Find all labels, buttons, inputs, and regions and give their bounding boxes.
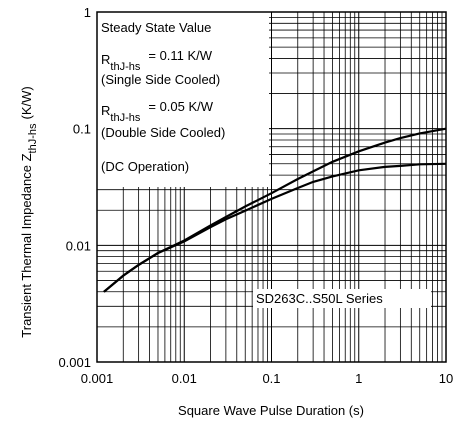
x-tick-label: 0.001 — [81, 371, 114, 386]
series-label-background — [253, 289, 431, 308]
x-tick-label: 0.01 — [172, 371, 197, 386]
single-side-label: (Single Side Cooled) — [101, 72, 220, 87]
r-thjhs-double-label: RthJ-hs= 0.05 K/W — [101, 99, 214, 124]
x-tick-label: 0.1 — [262, 371, 280, 386]
y-tick-label: 0.01 — [66, 238, 91, 253]
tick-labels: 0.001 0.01 0.1 1 10 0.001 0.01 0.1 1 — [58, 5, 453, 386]
series-name-label: SD263C..S50L Series — [256, 291, 383, 306]
y-tick-label: 1 — [84, 5, 91, 20]
steady-state-label: Steady State Value — [101, 20, 211, 35]
y-tick-label: 0.1 — [73, 122, 91, 137]
plot-frame — [96, 11, 447, 363]
y-axis-title: Transient Thermal Impedance ZthJ-hs(K/W) — [19, 86, 39, 337]
y-tick-label: 0.001 — [58, 355, 91, 370]
curves — [103, 127, 447, 293]
x-axis-title: Square Wave Pulse Duration (s) — [178, 403, 364, 418]
annotation-background — [97, 12, 269, 187]
x-tick-label: 10 — [439, 371, 453, 386]
dc-operation-label: (DC Operation) — [101, 159, 189, 174]
x-tick-label: 1 — [355, 371, 362, 386]
series-line-2 — [103, 162, 447, 293]
r-thjhs-single-label: RthJ-hs= 0.11 K/W — [101, 48, 213, 73]
double-side-label: (Double Side Cooled) — [101, 125, 225, 140]
